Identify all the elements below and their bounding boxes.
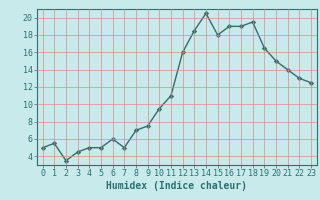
X-axis label: Humidex (Indice chaleur): Humidex (Indice chaleur) (106, 181, 247, 191)
